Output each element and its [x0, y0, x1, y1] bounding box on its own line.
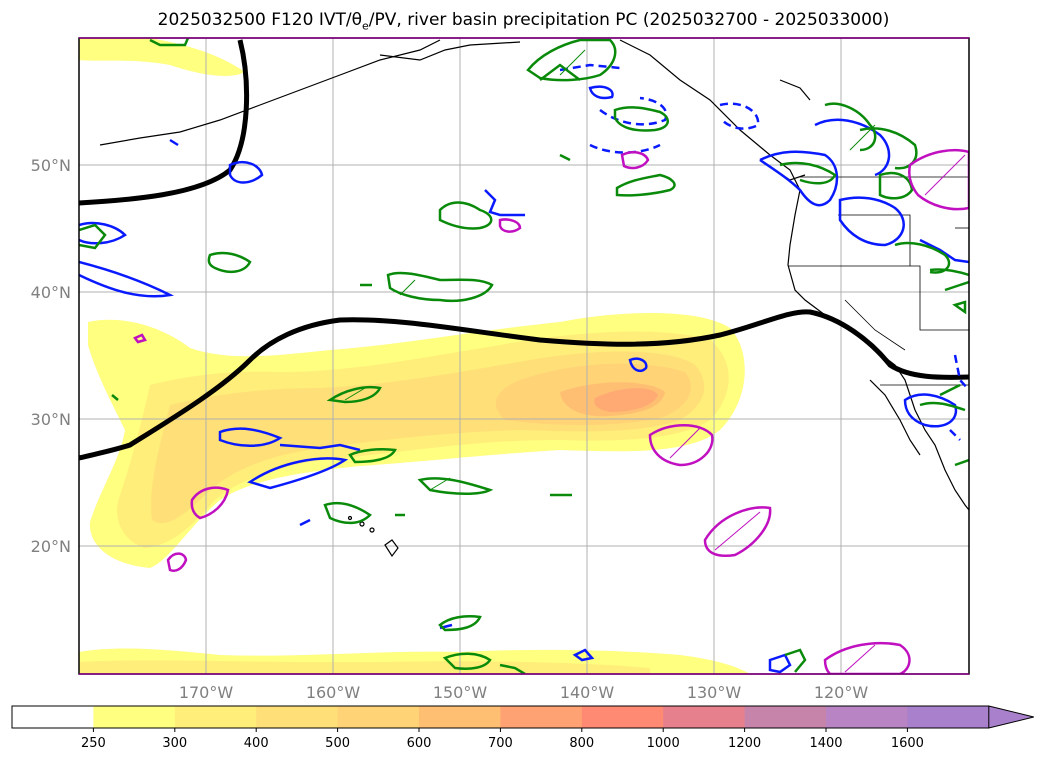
magenta-hatching [669, 154, 966, 673]
colorbar-segment [174, 706, 257, 728]
figure-title: 2025032500 F120 IVT/θe/PV, river basin p… [157, 10, 890, 33]
colorbar-segment [907, 706, 990, 728]
borders [788, 176, 969, 386]
colorbar-tick-label: 800 [569, 736, 594, 751]
pv-magenta-contours [133, 149, 969, 674]
lat-label-20: 20°N [31, 537, 71, 556]
theta-e-blue-dashed [559, 63, 969, 441]
lat-label-40: 40°N [31, 283, 71, 302]
colorbar [11, 705, 1034, 732]
baja-california [869, 379, 921, 456]
hawaii-islands [347, 515, 399, 558]
west-coast [619, 39, 969, 511]
ca-nv-border [844, 299, 906, 351]
theta-e-green-contours [79, 38, 969, 674]
jet-axis-south [79, 309, 969, 461]
colorbar-tick-label: 1600 [891, 736, 924, 751]
colorbar-segment [744, 706, 827, 728]
lat-label-50: 50°N [31, 156, 71, 175]
colorbar-segment [826, 706, 908, 728]
colorbar-tick-label: 700 [488, 736, 513, 751]
lat-label-30: 30°N [31, 410, 71, 429]
colorbar-labels: 250 300 400 500 600 700 800 1000 1200 1400 1600 [81, 736, 924, 751]
ivt-max [594, 388, 658, 412]
alaska-coast [379, 41, 521, 61]
state-borders [788, 265, 969, 331]
colorbar-segment [581, 706, 664, 728]
aleutian-chain [99, 39, 441, 146]
colorbar-extend-arrow [988, 705, 1034, 729]
colorbar-tick-label: 600 [407, 736, 432, 751]
coastlines [99, 39, 969, 511]
colorbar-tick-label: 1200 [728, 736, 761, 751]
lon-labels: 170°W 160°W 150°W 140°W 130°W 120°W [179, 683, 869, 702]
colorbar-segment [337, 706, 420, 728]
lon-label-150w: 150°W [433, 683, 488, 702]
lon-label-140w: 140°W [560, 683, 615, 702]
lon-label-130w: 130°W [687, 683, 742, 702]
bc-islands [779, 79, 811, 101]
colorbar-tick-label: 400 [244, 736, 269, 751]
colorbar-tick-label: 1400 [809, 736, 842, 751]
colorbar-segment [500, 706, 583, 728]
lon-label-120w: 120°W [814, 683, 869, 702]
lon-label-160w: 160°W [306, 683, 361, 702]
colorbar-segment [256, 706, 339, 728]
theta-e-blue-contours [79, 85, 969, 674]
colorbar-tick-label: 300 [162, 736, 187, 751]
ivt-fill [79, 38, 750, 674]
ivt-region-north [79, 38, 245, 76]
colorbar-segment [663, 706, 746, 728]
green-hatching [344, 49, 876, 491]
state-borders-north [838, 214, 911, 266]
colorbar-segment [419, 706, 501, 728]
colorbar-tick-label: 250 [81, 736, 106, 751]
lon-label-170w: 170°W [179, 683, 234, 702]
colorbar-tick-label: 500 [325, 736, 350, 751]
colorbar-segment [12, 706, 94, 728]
gridlines [79, 38, 969, 674]
lat-labels: 50°N 40°N 30°N 20°N [31, 156, 71, 556]
colorbar-tick-label: 1000 [647, 736, 680, 751]
colorbar-segment [93, 706, 176, 728]
map-panel [79, 38, 969, 674]
ivt-region-south-inner [79, 660, 650, 674]
